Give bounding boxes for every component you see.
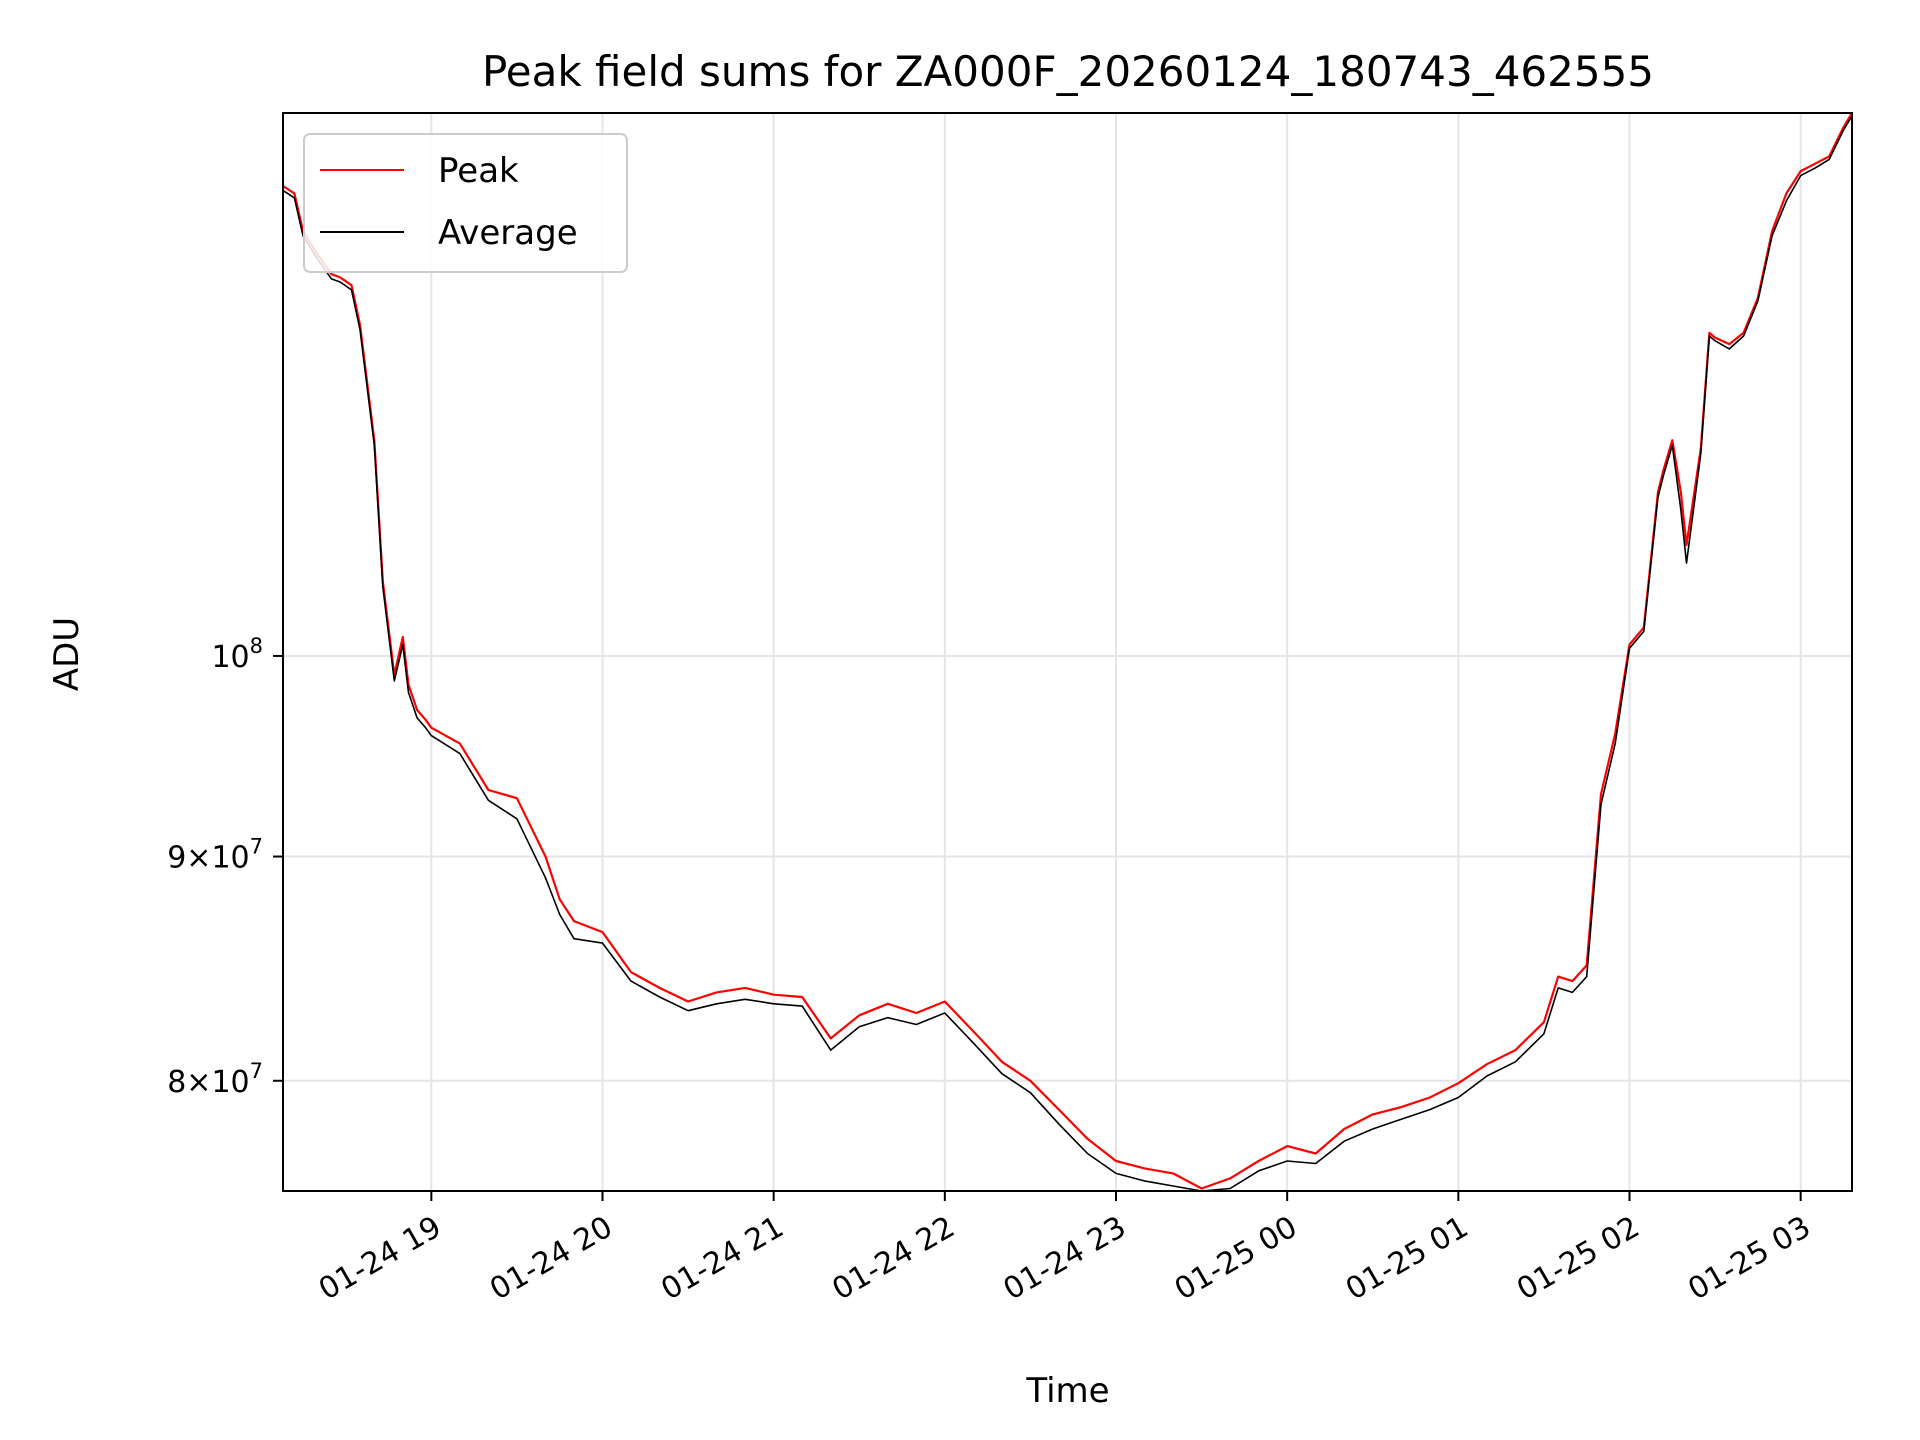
- legend-label-peak: Peak: [438, 151, 519, 191]
- y-axis-label: ADU: [47, 617, 87, 691]
- y-axis: 8×107 9×107 108: [167, 634, 283, 1100]
- x-tick-label: 01-24 19: [313, 1210, 447, 1308]
- x-axis: 01-24 19 01-24 20 01-24 21 01-24 22 01-24 23…: [313, 1191, 1817, 1307]
- chart-title: Peak field sums for ZA000F_20260124_1807…: [482, 47, 1654, 96]
- series-line-peak: [282, 112, 1853, 1190]
- y-tick-label: 9×107: [167, 835, 263, 876]
- x-tick-label: 01-25 03: [1682, 1210, 1816, 1308]
- y-tick-label: 108: [211, 634, 263, 675]
- x-tick-label: 01-25 02: [1511, 1210, 1645, 1308]
- legend-box: [303, 133, 628, 273]
- x-tick-label: 01-24 20: [484, 1210, 618, 1308]
- plot-frame: [282, 112, 1853, 1192]
- legend-label-average: Average: [438, 213, 578, 253]
- series-line-average: [282, 115, 1853, 1192]
- y-tick-label: 8×107: [167, 1059, 263, 1100]
- x-axis-label: Time: [1025, 1371, 1109, 1411]
- gridlines: [283, 113, 1852, 1191]
- x-tick-label: 01-25 00: [1169, 1210, 1303, 1308]
- x-tick-label: 01-25 01: [1340, 1210, 1474, 1308]
- x-tick-label: 01-24 21: [655, 1210, 789, 1308]
- x-tick-label: 01-24 22: [827, 1210, 961, 1308]
- x-tick-label: 01-24 23: [998, 1210, 1132, 1308]
- series-layer: [282, 112, 1853, 1192]
- legend: Peak Average: [303, 133, 628, 273]
